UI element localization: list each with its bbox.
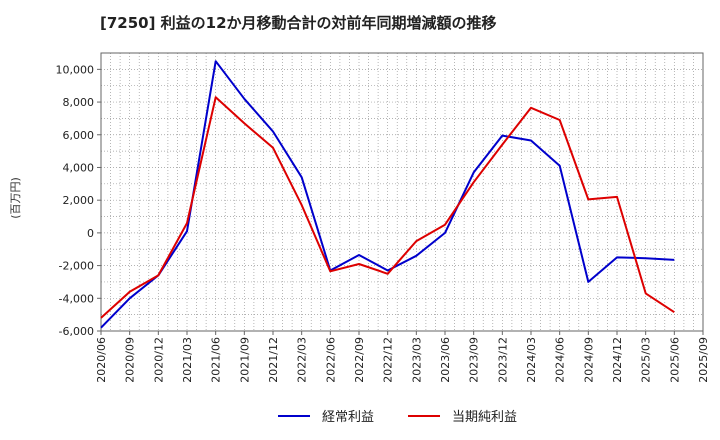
x-tick-label: 2022/12 <box>382 337 395 383</box>
legend-swatch-ordinary-profit <box>278 414 310 417</box>
y-tick-label: 6,000 <box>63 129 95 142</box>
y-tick-label: 2,000 <box>63 194 95 207</box>
y-tick-label: -4,000 <box>59 292 94 305</box>
tick-labels: -6,000 -4,000 -2,000 0 2,000 4,000 6,000 8,000 1… <box>56 63 711 382</box>
x-tick-label: 2023/06 <box>439 337 452 383</box>
grid <box>100 52 704 332</box>
x-tick-label: 2024/12 <box>611 337 624 383</box>
x-tick-label: 2021/06 <box>210 337 223 383</box>
x-tick-label: 2022/06 <box>324 337 337 383</box>
series-line-1 <box>100 96 675 319</box>
series <box>100 60 675 329</box>
x-tick-label: 2024/03 <box>525 337 538 383</box>
series-line-0 <box>100 60 675 329</box>
y-tick-label: -2,000 <box>59 260 94 273</box>
x-tick-label: 2021/12 <box>267 337 280 383</box>
x-tick-label: 2020/06 <box>95 337 108 383</box>
x-tick-label: 2024/09 <box>582 337 595 383</box>
legend-item-ordinary-profit: 経常利益 <box>278 406 374 425</box>
x-tick-label: 2021/03 <box>181 337 194 383</box>
legend-swatch-net-profit <box>408 414 440 417</box>
x-tick-label: 2023/12 <box>496 337 509 383</box>
legend-item-net-profit: 当期純利益 <box>408 406 517 425</box>
x-tick-label: 2023/03 <box>410 337 423 383</box>
legend-label-ordinary-profit: 経常利益 <box>322 410 375 425</box>
x-tick-label: 2025/06 <box>668 337 681 383</box>
y-tick-label: 4,000 <box>63 161 95 174</box>
x-tick-label: 2021/09 <box>238 337 251 383</box>
chart-title: [7250] 利益の12か月移動合計の対前年同期増減額の推移 <box>100 14 497 32</box>
y-tick-label: 8,000 <box>63 96 95 109</box>
x-tick-label: 2024/06 <box>554 337 567 383</box>
x-tick-label: 2020/09 <box>124 337 137 383</box>
x-tick-label: 2022/03 <box>296 337 309 383</box>
plot-frame <box>100 52 704 332</box>
y-tick-label: 0 <box>87 227 94 240</box>
axes <box>97 52 704 335</box>
y-tick-label: 10,000 <box>56 63 95 76</box>
x-tick-label: 2020/12 <box>152 337 165 383</box>
x-tick-label: 2023/09 <box>468 337 481 383</box>
legend-label-net-profit: 当期純利益 <box>452 410 518 425</box>
x-tick-label: 2025/09 <box>697 337 710 383</box>
x-tick-label: 2022/09 <box>353 337 366 383</box>
x-tick-label: 2025/03 <box>640 337 653 383</box>
y-tick-label: -6,000 <box>59 325 94 338</box>
